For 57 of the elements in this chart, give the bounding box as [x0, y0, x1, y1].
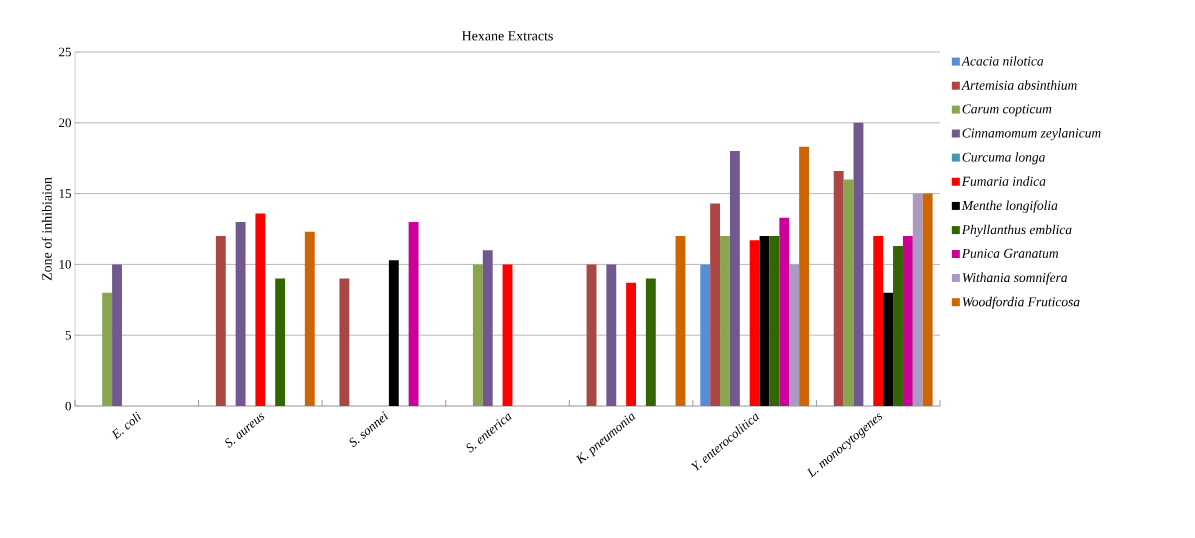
bar — [853, 122, 864, 406]
y-tick-label: 20 — [59, 118, 71, 128]
bar — [749, 240, 760, 406]
y-tick-label: 0 — [65, 401, 71, 411]
y-axis-title: Zone of inhibiaion — [41, 177, 52, 281]
bar — [215, 236, 226, 406]
bar — [645, 278, 656, 406]
legend-label: Fumaria indica — [961, 176, 1046, 186]
chart-title: Hexane Extracts — [462, 31, 553, 41]
bar — [304, 231, 315, 406]
bar — [472, 264, 483, 406]
bar — [883, 292, 894, 406]
legend-label: Curcuma longa — [962, 152, 1045, 165]
bar — [339, 278, 350, 406]
bar — [789, 264, 800, 406]
bar — [255, 213, 266, 406]
legend-label: Carum copticum — [962, 104, 1052, 117]
bar — [922, 193, 933, 406]
bar — [710, 203, 721, 406]
bar — [388, 260, 399, 406]
legend-label: Artemisia absinthium — [961, 80, 1077, 90]
bar — [700, 264, 711, 406]
bar — [606, 264, 617, 406]
legend-label: Punica Granatum — [961, 248, 1059, 258]
bar — [408, 221, 419, 406]
bar — [843, 179, 854, 406]
bar — [799, 146, 810, 406]
y-tick-label: 5 — [65, 330, 71, 340]
x-tick-label: E. coli — [111, 411, 142, 440]
bar — [675, 236, 686, 406]
bar — [779, 217, 790, 406]
bar — [833, 170, 844, 406]
bar — [769, 236, 780, 406]
legend-label: Phyllanthus emblica — [961, 224, 1072, 237]
bar — [720, 236, 730, 406]
y-tick-label: 15 — [59, 189, 71, 198]
bar — [873, 236, 884, 406]
y-tick-label: 10 — [59, 260, 71, 269]
bar — [502, 264, 513, 406]
bar — [893, 245, 903, 406]
legend-label: Cinnamomum zeylanicum — [962, 128, 1101, 141]
legend-label: Menthe longifolia — [961, 200, 1058, 213]
bar — [482, 250, 493, 406]
bar — [759, 236, 770, 406]
bar — [275, 278, 286, 406]
legend-label: Acacia nilotica — [961, 56, 1044, 66]
bar — [912, 193, 923, 406]
y-tick-label: 25 — [59, 47, 71, 57]
bar — [235, 221, 246, 406]
bar — [112, 264, 122, 406]
legend-label: Withania somnifera — [962, 272, 1068, 285]
bar — [626, 282, 637, 406]
bar — [586, 264, 597, 406]
bar — [902, 236, 913, 406]
bar — [102, 292, 113, 406]
legend-label: Woodfordia Fruticosa — [962, 296, 1080, 310]
bar — [729, 151, 740, 406]
